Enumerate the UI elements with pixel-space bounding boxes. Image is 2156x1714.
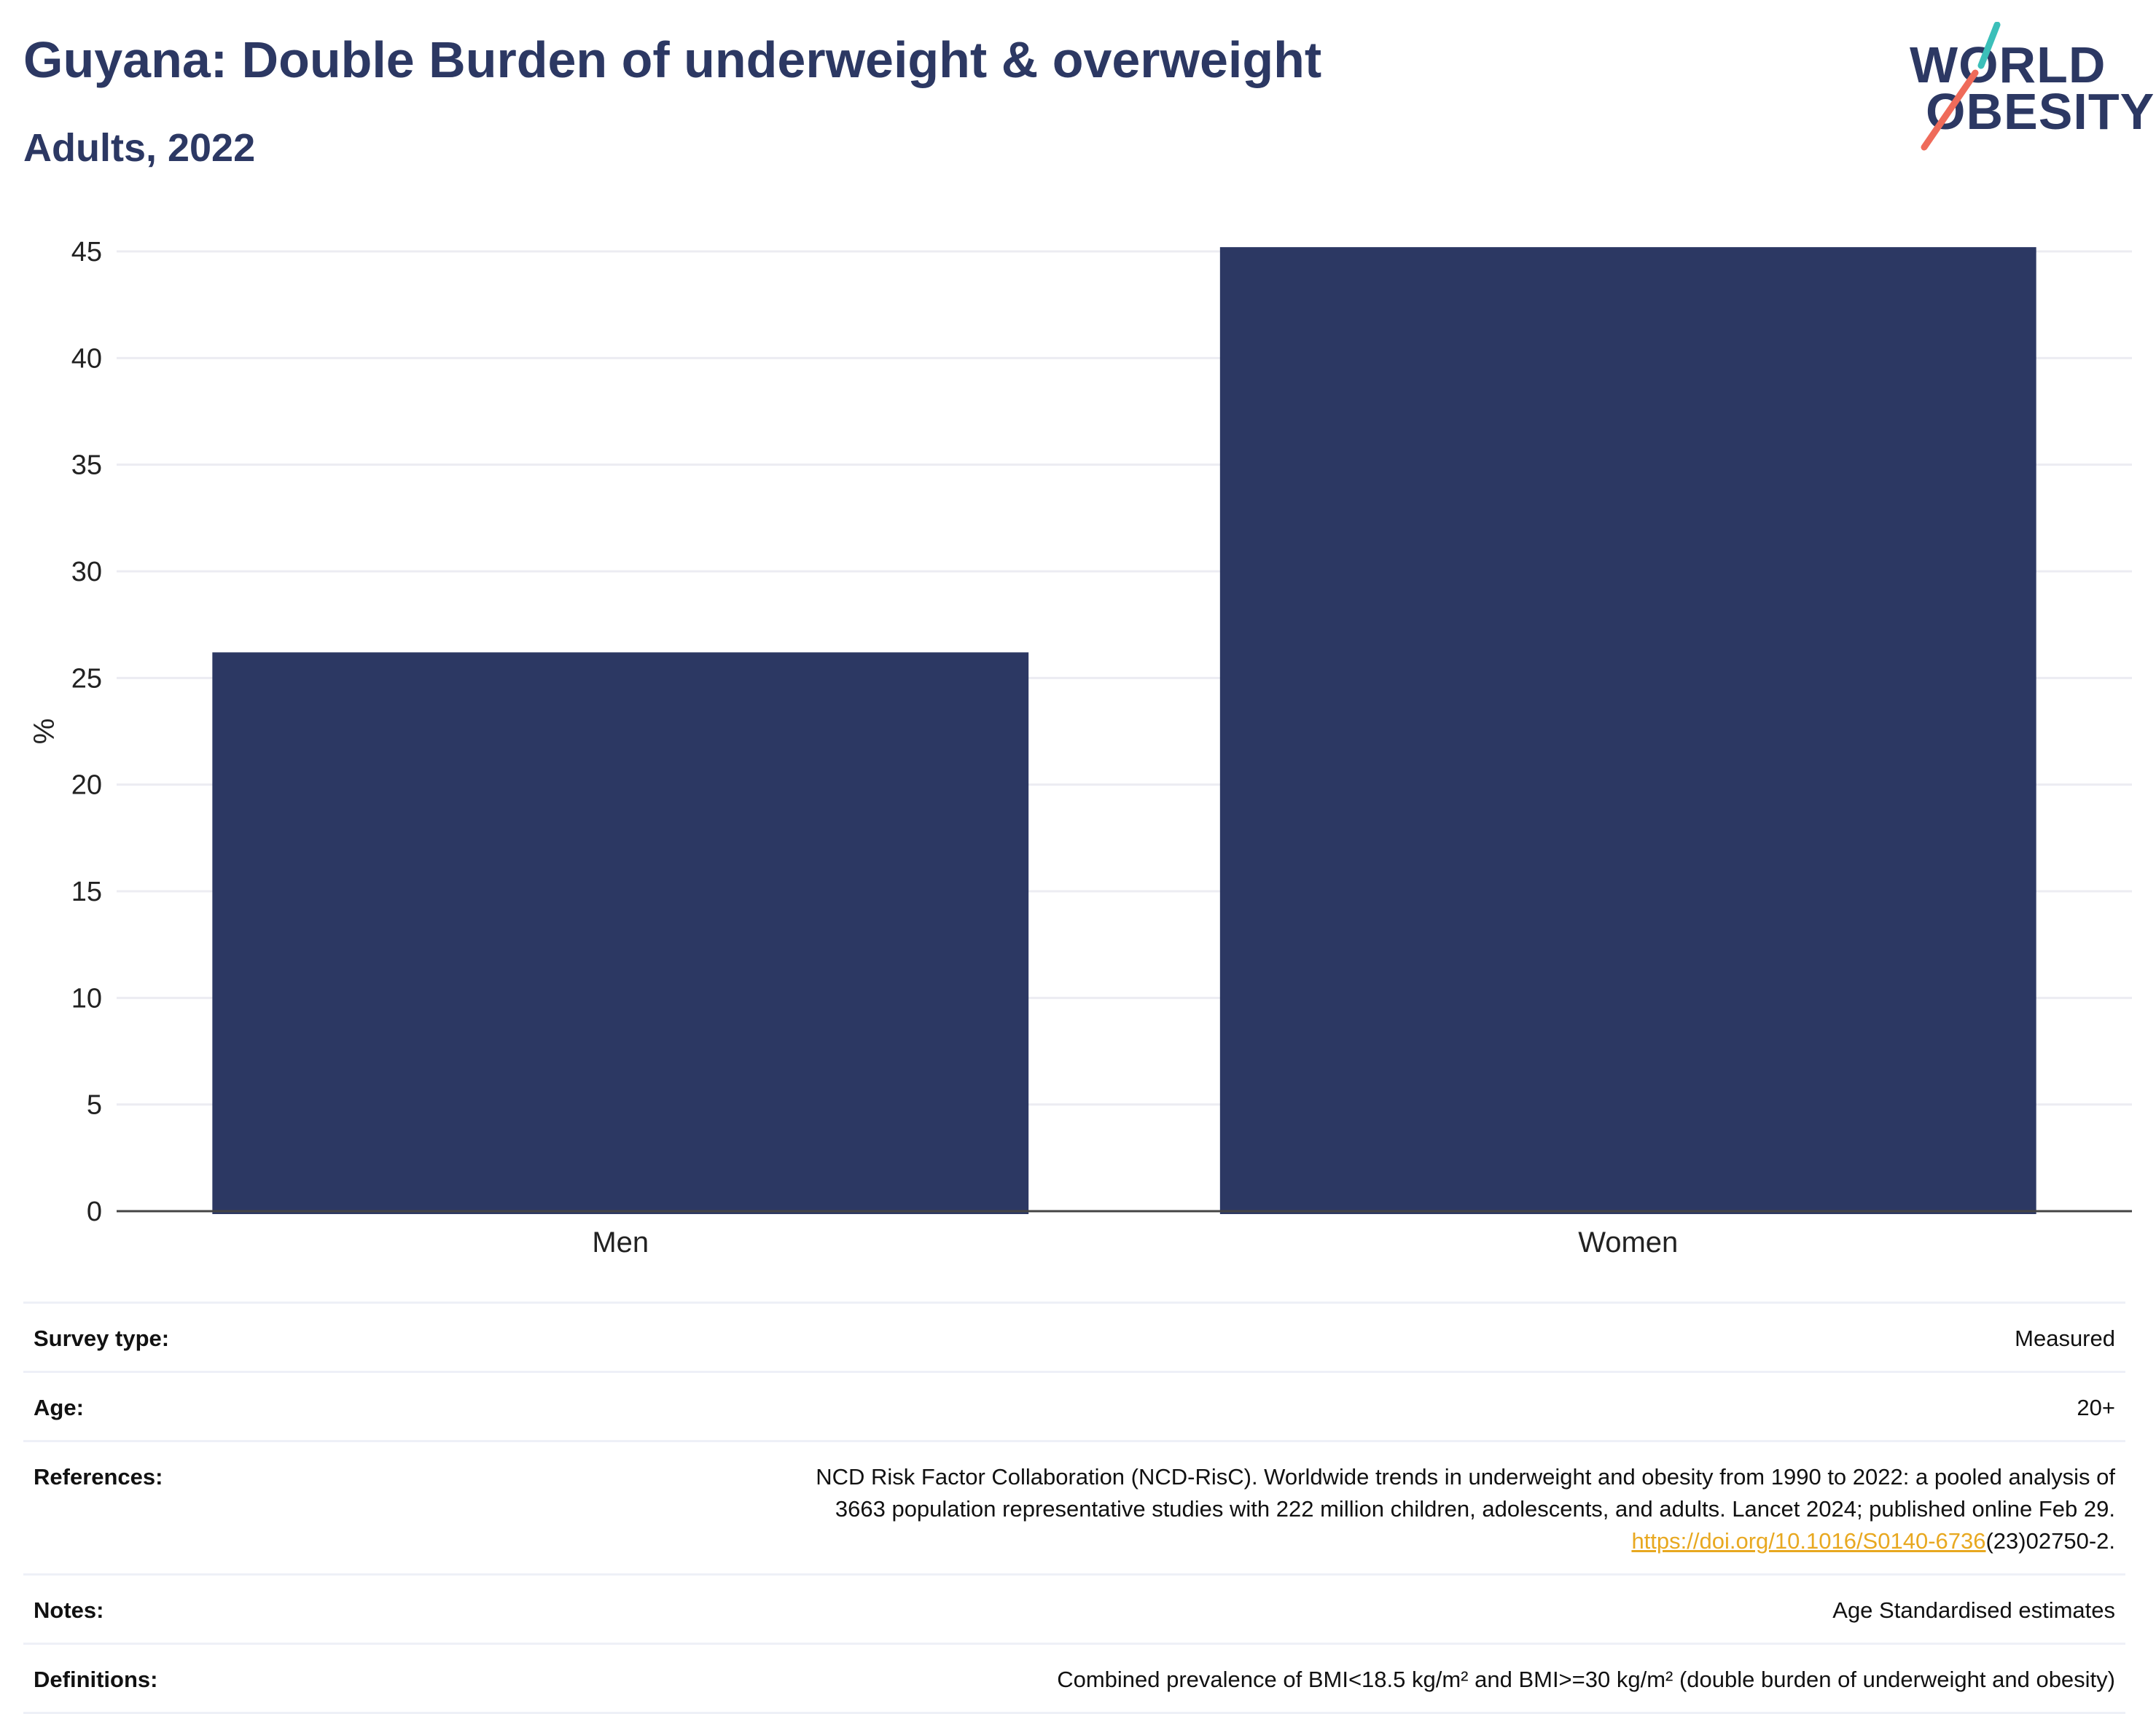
- y-tick-label: 40: [71, 343, 102, 374]
- y-tick-label: 5: [87, 1090, 102, 1121]
- meta-val-references: NCD Risk Factor Collaboration (NCD-RisC)…: [816, 1461, 2115, 1557]
- y-tick-label: 0: [87, 1197, 102, 1227]
- chart-title: Guyana: Double Burden of underweight & o…: [23, 31, 1322, 88]
- y-tick-label: 25: [71, 663, 102, 694]
- chart-subtitle: Adults, 2022: [23, 126, 256, 170]
- meta-key-survey-type: Survey type:: [34, 1326, 170, 1351]
- meta-key-references: References:: [34, 1464, 163, 1490]
- logo-line1: WORLD: [1910, 36, 2106, 93]
- meta-val-survey-type: Measured: [2015, 1326, 2115, 1351]
- meta-key-definitions: Definitions:: [34, 1667, 158, 1692]
- metadata-table: Survey type: Measured Age: 20+ Reference…: [23, 1302, 2125, 1714]
- world-obesity-logo: WORLD OBESITY: [1902, 22, 2154, 153]
- reference-doi-suffix: (23)02750-2.: [1985, 1528, 2115, 1554]
- meta-row-notes: Notes: Age Standardised estimates: [23, 1576, 2125, 1645]
- y-axis-label: %: [28, 719, 60, 745]
- meta-val-notes: Age Standardised estimates: [1832, 1597, 2115, 1623]
- y-tick-label: 35: [71, 450, 102, 481]
- reference-line2: 3663 population representative studies w…: [835, 1496, 2115, 1522]
- meta-row-survey-type: Survey type: Measured: [23, 1304, 2125, 1373]
- meta-val-definitions: Combined prevalence of BMI<18.5 kg/m² an…: [1057, 1667, 2115, 1692]
- meta-val-age: 20+: [2077, 1395, 2115, 1420]
- y-tick-label: 15: [71, 877, 102, 907]
- y-tick-label: 30: [71, 557, 102, 587]
- y-tick-label: 10: [71, 983, 102, 1014]
- reference-doi-link[interactable]: https://doi.org/10.1016/S0140-6736: [1631, 1528, 1986, 1554]
- bar-men: [212, 652, 1029, 1214]
- logo-slash-icon: [1921, 22, 2001, 151]
- bar-chart: 0 5 10 15 20 25 30 35 40 45 Men Women%: [28, 237, 2132, 1259]
- reference-line1: NCD Risk Factor Collaboration (NCD-RisC)…: [816, 1464, 2115, 1490]
- meta-key-notes: Notes:: [34, 1597, 104, 1623]
- y-tick-label: 20: [71, 770, 102, 801]
- meta-key-age: Age:: [34, 1395, 84, 1420]
- bar-women: [1219, 247, 2036, 1214]
- x-tick-label: Men: [592, 1226, 649, 1259]
- x-tick-label: Women: [1578, 1226, 1678, 1259]
- meta-row-references: References: NCD Risk Factor Collaboratio…: [23, 1442, 2125, 1576]
- y-tick-label: 45: [71, 237, 102, 267]
- meta-row-age: Age: 20+: [23, 1373, 2125, 1442]
